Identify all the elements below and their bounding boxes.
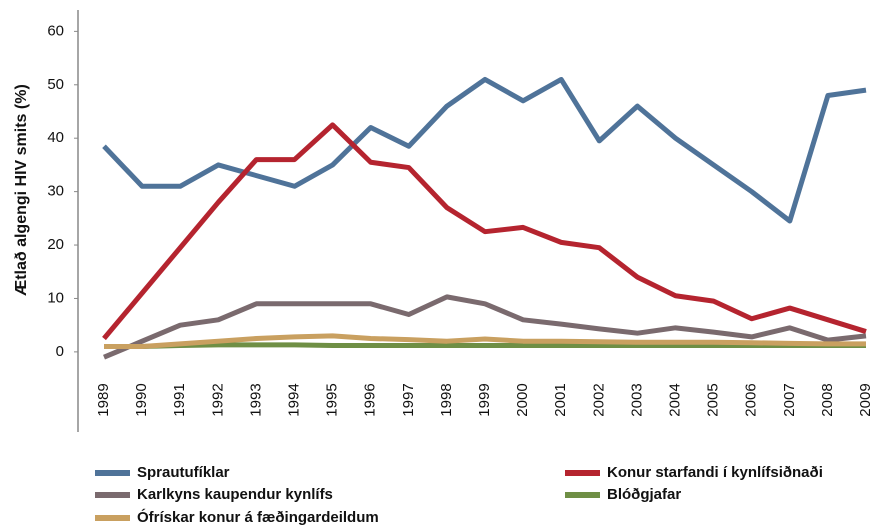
x-tick-label: 2006 <box>743 383 760 416</box>
series-line <box>102 76 867 224</box>
legend-label: Konur starfandi í kynlífsiðnaði <box>607 464 823 481</box>
x-tick-label: 1990 <box>133 383 150 416</box>
series-line <box>103 294 867 360</box>
y-tick-label: 30 <box>47 183 64 200</box>
legend-label: Sprautufíklar <box>137 464 230 481</box>
y-tick-label: 50 <box>47 76 64 93</box>
x-tick-label: 2004 <box>666 383 683 416</box>
x-tick-label: 2001 <box>552 383 569 416</box>
x-tick-label: 1991 <box>171 383 188 416</box>
x-tick-label: 1992 <box>209 383 226 416</box>
y-tick-label: 20 <box>47 236 64 253</box>
y-tick-label: 10 <box>47 289 64 306</box>
y-tick-label: 60 <box>47 22 64 39</box>
series-line <box>104 333 866 350</box>
series-line <box>102 122 867 341</box>
x-tick-label: 1994 <box>285 383 302 416</box>
y-axis-label: Ætlað algengi HIV smits (%) <box>13 84 30 296</box>
x-tick-label: 2009 <box>857 383 874 416</box>
x-tick-label: 1995 <box>324 383 341 416</box>
y-tick-label: 40 <box>47 129 64 146</box>
x-tick-label: 1997 <box>400 383 417 416</box>
legend-label: Karlkyns kaupendur kynlífs <box>137 486 333 503</box>
x-tick-label: 2008 <box>819 383 836 416</box>
x-tick-label: 2007 <box>781 383 798 416</box>
x-tick-label: 1989 <box>95 383 112 416</box>
x-tick-label: 1993 <box>247 383 264 416</box>
x-tick-label: 2005 <box>705 383 722 416</box>
legend-label: Blóðgjafar <box>607 486 681 503</box>
x-tick-label: 1999 <box>476 383 493 416</box>
series-line <box>104 342 866 350</box>
x-tick-label: 2002 <box>590 383 607 416</box>
x-tick-label: 2000 <box>514 383 531 416</box>
x-tick-label: 1996 <box>362 383 379 416</box>
legend-label: Ófrískar konur á fæðingardeildum <box>137 508 379 526</box>
x-tick-label: 1998 <box>438 383 455 416</box>
y-tick-label: 0 <box>56 343 64 360</box>
x-tick-label: 2003 <box>628 383 645 416</box>
